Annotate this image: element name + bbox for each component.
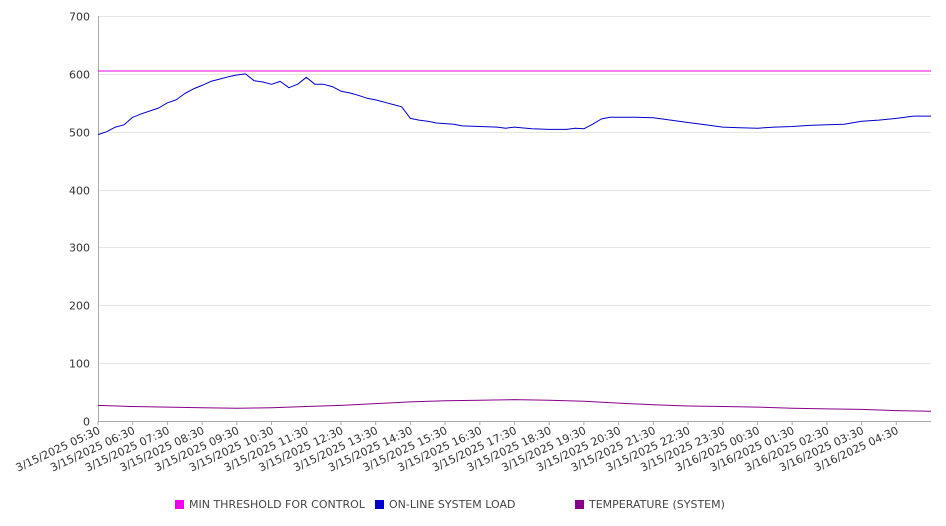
- legend-item-system-load: ON-LINE SYSTEM LOAD: [375, 498, 515, 511]
- y-tick-label: 300: [69, 242, 90, 255]
- y-tick-label: 700: [69, 11, 90, 24]
- gridlines: [98, 16, 931, 364]
- y-tick-label: 400: [69, 185, 90, 198]
- legend-item-temperature: TEMPERATURE (SYSTEM): [575, 498, 725, 511]
- legend-label-temperature: TEMPERATURE (SYSTEM): [589, 498, 725, 511]
- y-tick-label: 500: [69, 127, 90, 140]
- legend-swatch-system-load: [375, 500, 384, 509]
- y-tick-label: 600: [69, 69, 90, 82]
- legend-swatch-min-threshold: [175, 500, 184, 509]
- y-tick-label: 100: [69, 358, 90, 371]
- legend-label-system-load: ON-LINE SYSTEM LOAD: [389, 498, 516, 511]
- axes: [97, 16, 931, 425]
- series-line-temperature: [97, 399, 932, 412]
- legend: MIN THRESHOLD FOR CONTROL ON-LINE SYSTEM…: [0, 498, 946, 516]
- y-tick-label: 200: [69, 300, 90, 313]
- y-tick-label: 0: [83, 416, 90, 429]
- series-line-system-load: [97, 73, 931, 136]
- legend-swatch-temperature: [575, 500, 584, 509]
- series-lines: [97, 70, 932, 412]
- legend-label-min-threshold: MIN THRESHOLD FOR CONTROL: [189, 498, 365, 511]
- legend-item-min-threshold: MIN THRESHOLD FOR CONTROL: [175, 498, 365, 511]
